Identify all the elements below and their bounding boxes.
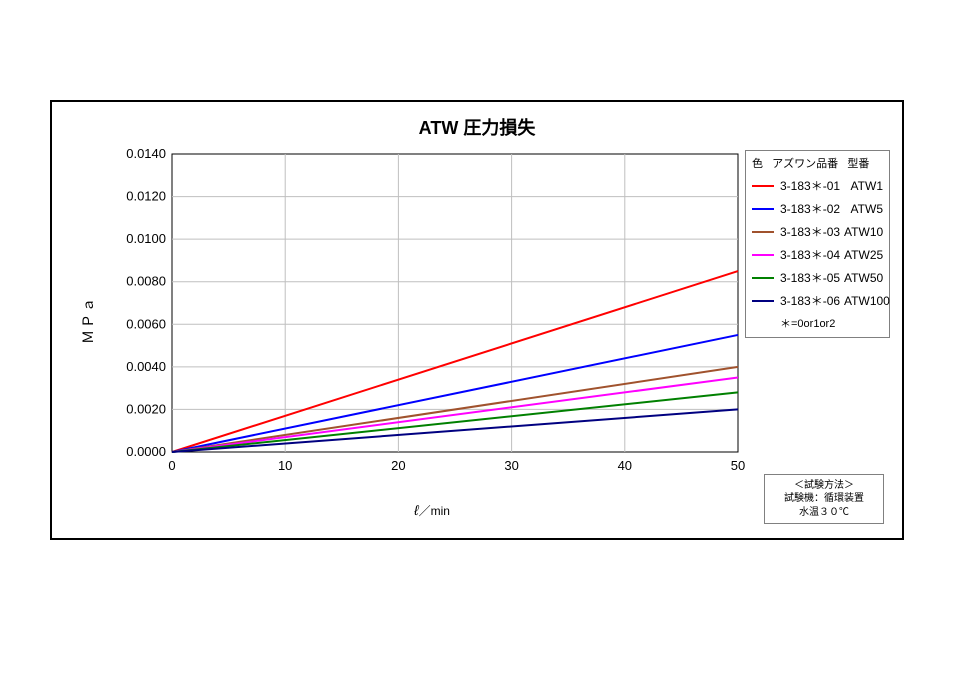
y-tick-label: 0.0100 (126, 231, 166, 246)
x-tick-label: 40 (618, 458, 632, 473)
y-tick-label: 0.0060 (126, 316, 166, 331)
legend-row: 3-183＊-03 ATW10 (752, 223, 883, 240)
legend-row: 3-183＊-01 ATW1 (752, 177, 883, 194)
method-line2: 試験機：循環装置 (767, 492, 881, 506)
legend-model: ATW25 (844, 248, 883, 262)
x-axis-label: ℓ／min (122, 502, 742, 519)
legend-model: ATW50 (844, 271, 883, 285)
legend-code: 3-183＊-03 (780, 223, 840, 240)
y-tick-label: 0.0140 (126, 146, 166, 161)
legend-header: 色 アズワン品番 型番 (752, 155, 883, 171)
x-tick-label: 20 (391, 458, 405, 473)
legend-code: 3-183＊-04 (780, 246, 840, 263)
y-tick-label: 0.0040 (126, 359, 166, 374)
y-tick-label: 0.0120 (126, 189, 166, 204)
legend-note: ＊=0or1or2 (752, 315, 883, 331)
legend-row: 3-183＊-02 ATW5 (752, 200, 883, 217)
legend-header-model: 型番 (847, 158, 869, 170)
legend: 色 アズワン品番 型番 3-183＊-01ATW13-183＊-02ATW53-… (745, 150, 890, 338)
legend-swatch (752, 300, 774, 302)
legend-code: 3-183＊-06 (780, 292, 840, 309)
legend-swatch (752, 231, 774, 233)
legend-code: 3-183＊-05 (780, 269, 840, 286)
chart-title: ATW 圧力損失 (52, 114, 902, 140)
legend-code: 3-183＊-02 (780, 200, 847, 217)
x-tick-label: 0 (168, 458, 175, 473)
y-tick-label: 0.0020 (126, 401, 166, 416)
y-axis-label: ＭＰａ (78, 296, 98, 344)
chart-frame: ATW 圧力損失 ＭＰａ 0.00000.00200.00400.00600.0… (50, 100, 904, 540)
y-tick-label: 0.0080 (126, 274, 166, 289)
legend-model: ATW5 (851, 202, 883, 216)
method-line1: ＜試験方法＞ (767, 479, 881, 493)
legend-header-code: アズワン品番 (772, 158, 838, 170)
method-box: ＜試験方法＞ 試験機：循環装置 水温３０℃ (764, 474, 884, 525)
legend-swatch (752, 277, 774, 279)
plot-area: 0.0000 0.0020 0.0040 0.0060 0.0080 0.0100 0.01… (122, 150, 742, 480)
legend-swatch (752, 185, 774, 187)
legend-row: 3-183＊-06ATW100 (752, 292, 883, 309)
legend-swatch (752, 208, 774, 210)
legend-model: ATW100 (844, 294, 890, 308)
legend-swatch (752, 254, 774, 256)
plot-svg: 0.0000 0.0020 0.0040 0.0060 0.0080 0.0100 0.01… (122, 150, 742, 480)
x-tick-label: 30 (504, 458, 518, 473)
legend-model: ATW10 (844, 225, 883, 239)
legend-row: 3-183＊-05 ATW50 (752, 269, 883, 286)
y-tick-label: 0.0000 (126, 444, 166, 459)
x-tick-label: 50 (731, 458, 745, 473)
legend-header-color: 色 (752, 158, 763, 170)
legend-row: 3-183＊-04 ATW25 (752, 246, 883, 263)
method-line3: 水温３０℃ (767, 506, 881, 520)
legend-model: ATW1 (851, 179, 883, 193)
page: ATW 圧力損失 ＭＰａ 0.00000.00200.00400.00600.0… (0, 0, 960, 679)
legend-code: 3-183＊-01 (780, 177, 847, 194)
x-tick-label: 10 (278, 458, 292, 473)
